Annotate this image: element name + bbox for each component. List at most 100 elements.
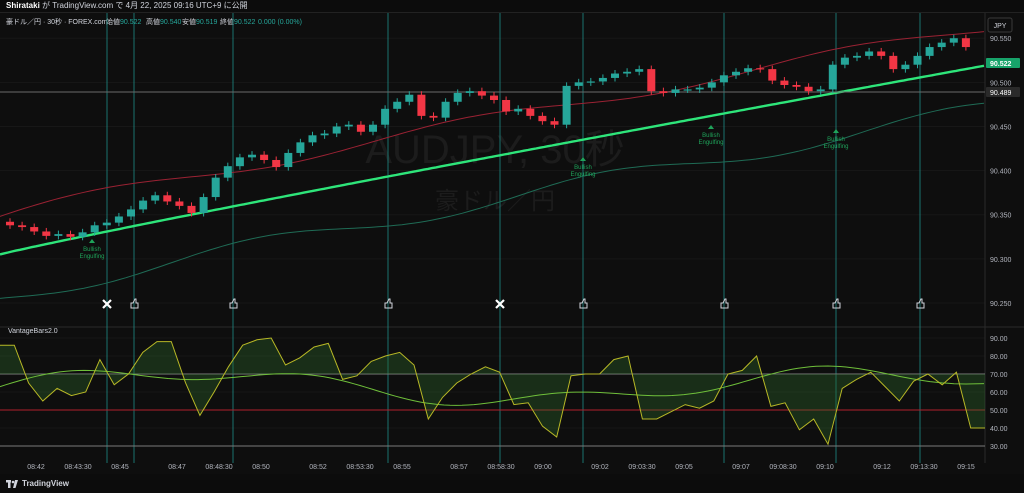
pattern-label: Engulfing <box>823 144 848 150</box>
line-price-badge <box>986 87 1020 98</box>
bullish-candle <box>199 197 208 213</box>
high-value: 90.540 <box>160 19 182 26</box>
time-tick-label: 08:50 <box>252 464 270 471</box>
bullish-candle <box>635 69 644 72</box>
currency-button[interactable]: JPY <box>987 17 1013 33</box>
bullish-candle <box>598 77 607 82</box>
bearish-candle <box>538 115 547 122</box>
bullish-candle <box>465 91 474 93</box>
bearish-candle <box>804 86 813 92</box>
brand-name: TradingView <box>22 479 69 488</box>
bullish-candle <box>441 101 450 118</box>
bullish-candle <box>139 200 148 210</box>
bearish-candle <box>961 38 970 48</box>
price-tick-label: 90.250 <box>990 301 1012 308</box>
moving-average-line <box>0 64 985 256</box>
bullish-candle <box>344 124 353 127</box>
bullish-candle <box>949 38 958 43</box>
time-tick-label: 09:15 <box>957 464 975 471</box>
price-chart[interactable]: 豪ドル／円 · 30秒 · FOREX.com 始値 90.522 高値 90.… <box>0 13 1024 475</box>
pattern-label: Engulfing <box>570 172 595 178</box>
bullish-candle <box>54 234 63 236</box>
price-tick-label: 90.500 <box>990 80 1012 87</box>
bullish-candle <box>332 126 341 134</box>
osc-signal-line <box>0 365 985 406</box>
bearish-candle <box>18 225 27 228</box>
time-axis[interactable]: 08:42 08:43:30 08:45 08:47 08:48:30 08:50 08:5… <box>27 464 975 471</box>
osc-tick-label: 50.00 <box>990 408 1008 415</box>
cross-icon <box>102 299 112 309</box>
bearish-candle <box>417 94 426 116</box>
thumbs-up-icon <box>229 298 238 309</box>
bullish-candle <box>514 108 523 112</box>
bullish-candle <box>369 124 377 132</box>
bullish-candle <box>78 232 87 237</box>
time-tick-label: 08:53:30 <box>346 464 373 471</box>
bullish-candle <box>937 42 946 48</box>
bullish-candle <box>90 225 99 233</box>
thumbs-up-icon <box>916 298 925 309</box>
open-label: 始値 <box>106 17 120 26</box>
oscillator-axis[interactable]: 90.00 80.00 70.00 60.00 50.00 40.00 30.00 <box>990 336 1008 451</box>
bearish-candle <box>260 154 269 160</box>
symbol-watermark: AUDJPY, 30秒 <box>365 128 624 172</box>
time-tick-label: 09:02 <box>591 464 609 471</box>
bearish-candle <box>6 221 14 226</box>
bearish-candle <box>163 195 172 202</box>
signal-markers <box>102 298 925 309</box>
bullish-candle <box>151 195 160 201</box>
pattern-label: Engulfing <box>79 254 104 260</box>
up-arrow-icon <box>708 125 714 129</box>
osc-tick-label: 90.00 <box>990 336 1008 343</box>
bearish-candle <box>490 95 498 100</box>
pattern-label: Engulfing <box>698 140 723 146</box>
time-tick-label: 08:48:30 <box>205 464 232 471</box>
osc-fill-area <box>0 338 985 445</box>
bullish-candle <box>453 92 462 102</box>
bullish-candle <box>320 133 329 136</box>
author-name[interactable]: Shirataki <box>6 1 40 10</box>
bullish-candle <box>719 75 728 83</box>
symbol-legend: 豪ドル／円 · 30秒 · FOREX.com 始値 90.522 高値 90.… <box>6 17 302 26</box>
bearish-candle <box>889 55 898 70</box>
bearish-candle <box>780 80 789 85</box>
time-tick-label: 08:58:30 <box>487 464 514 471</box>
time-tick-label: 09:07 <box>732 464 750 471</box>
price-axis[interactable]: 90.550 90.500 90.450 90.400 90.350 90.300 90.2… <box>986 36 1020 308</box>
bearish-candle <box>792 85 801 87</box>
time-tick-label: 09:00 <box>534 464 552 471</box>
osc-tick-label: 40.00 <box>990 426 1008 433</box>
time-tick-label: 08:52 <box>309 464 327 471</box>
osc-tick-label: 30.00 <box>990 444 1008 451</box>
bullish-candle <box>611 73 619 78</box>
bearish-candle <box>768 69 777 81</box>
chart-area[interactable]: 豪ドル／円 · 30秒 · FOREX.com 始値 90.522 高値 90.… <box>0 12 1024 476</box>
bullish-candle <box>732 71 740 76</box>
bullish-candle <box>925 47 934 56</box>
candlesticks <box>6 34 970 241</box>
bearish-candle <box>30 227 39 232</box>
bullish-candle <box>623 71 632 74</box>
bearish-candle <box>429 115 438 118</box>
close-label: 終値 <box>220 17 234 26</box>
bullish-candle <box>744 68 753 72</box>
oscillator-pane <box>0 337 985 447</box>
currency-label: JPY <box>994 23 1007 30</box>
indicator-name[interactable]: VantageBars2.0 <box>8 328 58 335</box>
bullish-candle <box>695 87 704 90</box>
pattern-label: Bullish <box>574 165 592 171</box>
bearish-candle <box>175 201 184 206</box>
close-value: 90.522 <box>234 19 256 26</box>
bullish-candle <box>574 82 583 86</box>
bullish-candle <box>308 135 317 143</box>
bearish-candle <box>42 231 51 236</box>
tradingview-logo[interactable]: TradingView <box>6 479 69 488</box>
price-tick-label: 90.300 <box>990 257 1012 264</box>
change-value: 0.000 (0.00%) <box>258 19 302 26</box>
line-price-label: 90.489 <box>990 90 1012 97</box>
low-label: 安値 <box>182 17 196 26</box>
publish-header: Shirataki が TradingView.com で 4月 22, 202… <box>0 0 1024 12</box>
pattern-annotations: BullishEngulfingBullishEngulfingBullishE… <box>79 125 849 260</box>
price-tick-label: 90.450 <box>990 124 1012 131</box>
time-tick-label: 08:42 <box>27 464 45 471</box>
